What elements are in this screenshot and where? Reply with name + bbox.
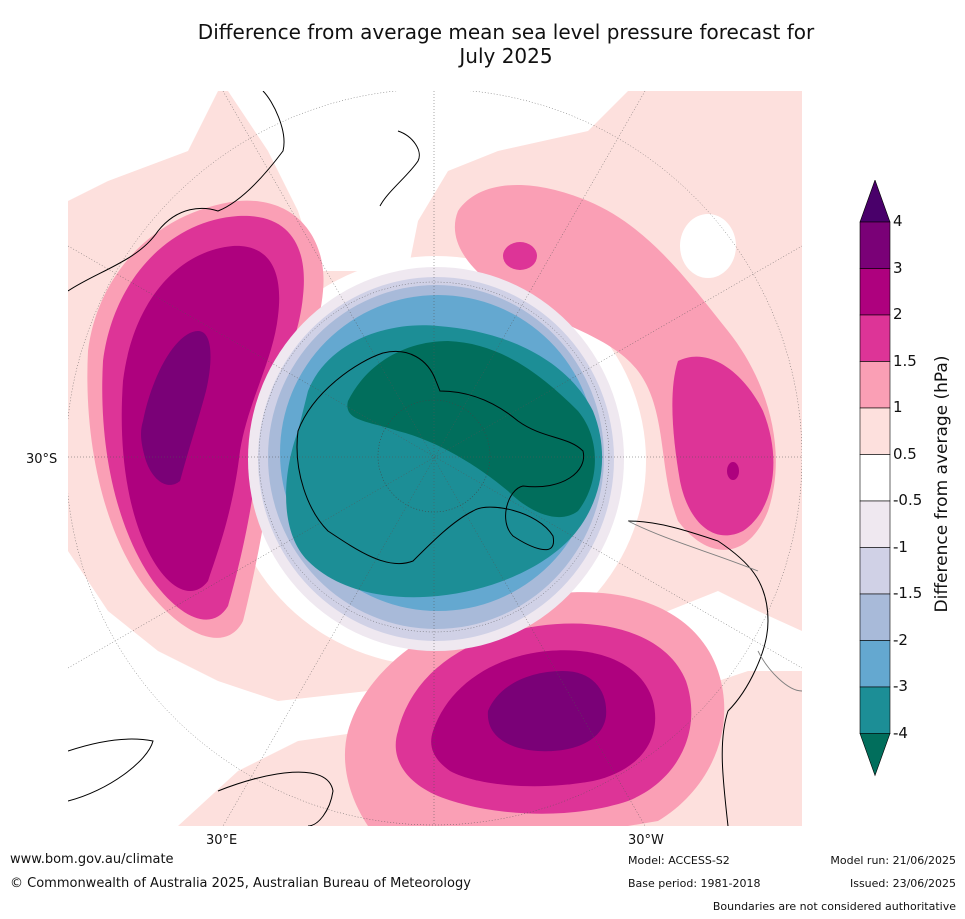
footer-website: www.bom.gov.au/climate: [10, 852, 174, 867]
country-boundaries: [627, 520, 802, 692]
colorbar-tick-label: -4: [893, 723, 908, 742]
map-title-line-2: July 2025: [459, 44, 553, 68]
positive-anomaly-north-east: [454, 184, 776, 550]
colorbar-swatch: [859, 407, 891, 455]
colorbar-tick-label: -3: [893, 677, 908, 695]
map-title-line-1: Difference from average mean sea level p…: [197, 20, 815, 44]
positive-anomaly-west: [87, 200, 324, 638]
footer-base-period: Base period: 1981-2018: [628, 877, 761, 890]
australia-coastline: [68, 91, 285, 292]
colorbar: [859, 180, 891, 777]
colorbar-swatch: [859, 640, 891, 688]
new-zealand-coastline: [379, 130, 420, 207]
south-america-coastline: [627, 520, 769, 826]
map-canvas: [68, 91, 802, 826]
colorbar-tick-label: -1: [893, 537, 908, 556]
footer-disclaimer: Boundaries are not considered authoritat…: [712, 900, 956, 913]
colorbar-tick-label: -0.5: [893, 491, 923, 509]
colorbar-title: Difference from average (hPa): [932, 355, 952, 613]
footer-copyright: © Commonwealth of Australia 2025, Austra…: [10, 876, 471, 891]
footer-model: Model: ACCESS-S2: [628, 854, 730, 867]
longitude-label-30e: 30°E: [206, 833, 238, 848]
africa-coastline: [68, 738, 154, 802]
colorbar-swatch: [859, 593, 891, 641]
colorbar-tick-label: -2: [893, 630, 908, 649]
colorbar-tick-label: 3: [893, 258, 903, 277]
map-title: Difference from average mean sea level p…: [100, 20, 912, 68]
footer-issued: Issued: 23/06/2025: [849, 877, 956, 890]
colorbar-swatch: [859, 221, 891, 269]
colorbar-tick-label: 1: [893, 398, 903, 416]
latitude-label-30s: 30°S: [26, 452, 58, 467]
colorbar-swatch: [859, 361, 891, 409]
colorbar-swatch-top: [859, 180, 891, 223]
madagascar-coastline: [217, 771, 334, 826]
coastlines: [68, 91, 769, 826]
colorbar-tick-label: 4: [893, 212, 903, 230]
colorbar-swatch: [859, 547, 891, 595]
colorbar-swatch: [859, 454, 891, 502]
pressure-anomaly-map: [68, 91, 802, 826]
colorbar-tick-label: 1.5: [893, 351, 917, 370]
longitude-label-30w: 30°W: [628, 833, 664, 848]
graticule: [68, 91, 802, 826]
colorbar-swatch: [859, 500, 891, 548]
colorbar-tick-label: 0.5: [893, 444, 917, 463]
footer-model-run: Model run: 21/06/2025: [830, 854, 956, 867]
colorbar-tick-label: 2: [893, 305, 903, 323]
colorbar-swatch: [859, 268, 891, 316]
colorbar-tick-label: -1.5: [893, 584, 923, 602]
negative-anomaly-antarctic: [248, 267, 624, 651]
colorbar-swatch: [859, 686, 891, 734]
colorbar-swatch-bottom: [859, 733, 891, 777]
antarctica-coastline: [296, 351, 585, 565]
colorbar-swatch: [859, 314, 891, 362]
